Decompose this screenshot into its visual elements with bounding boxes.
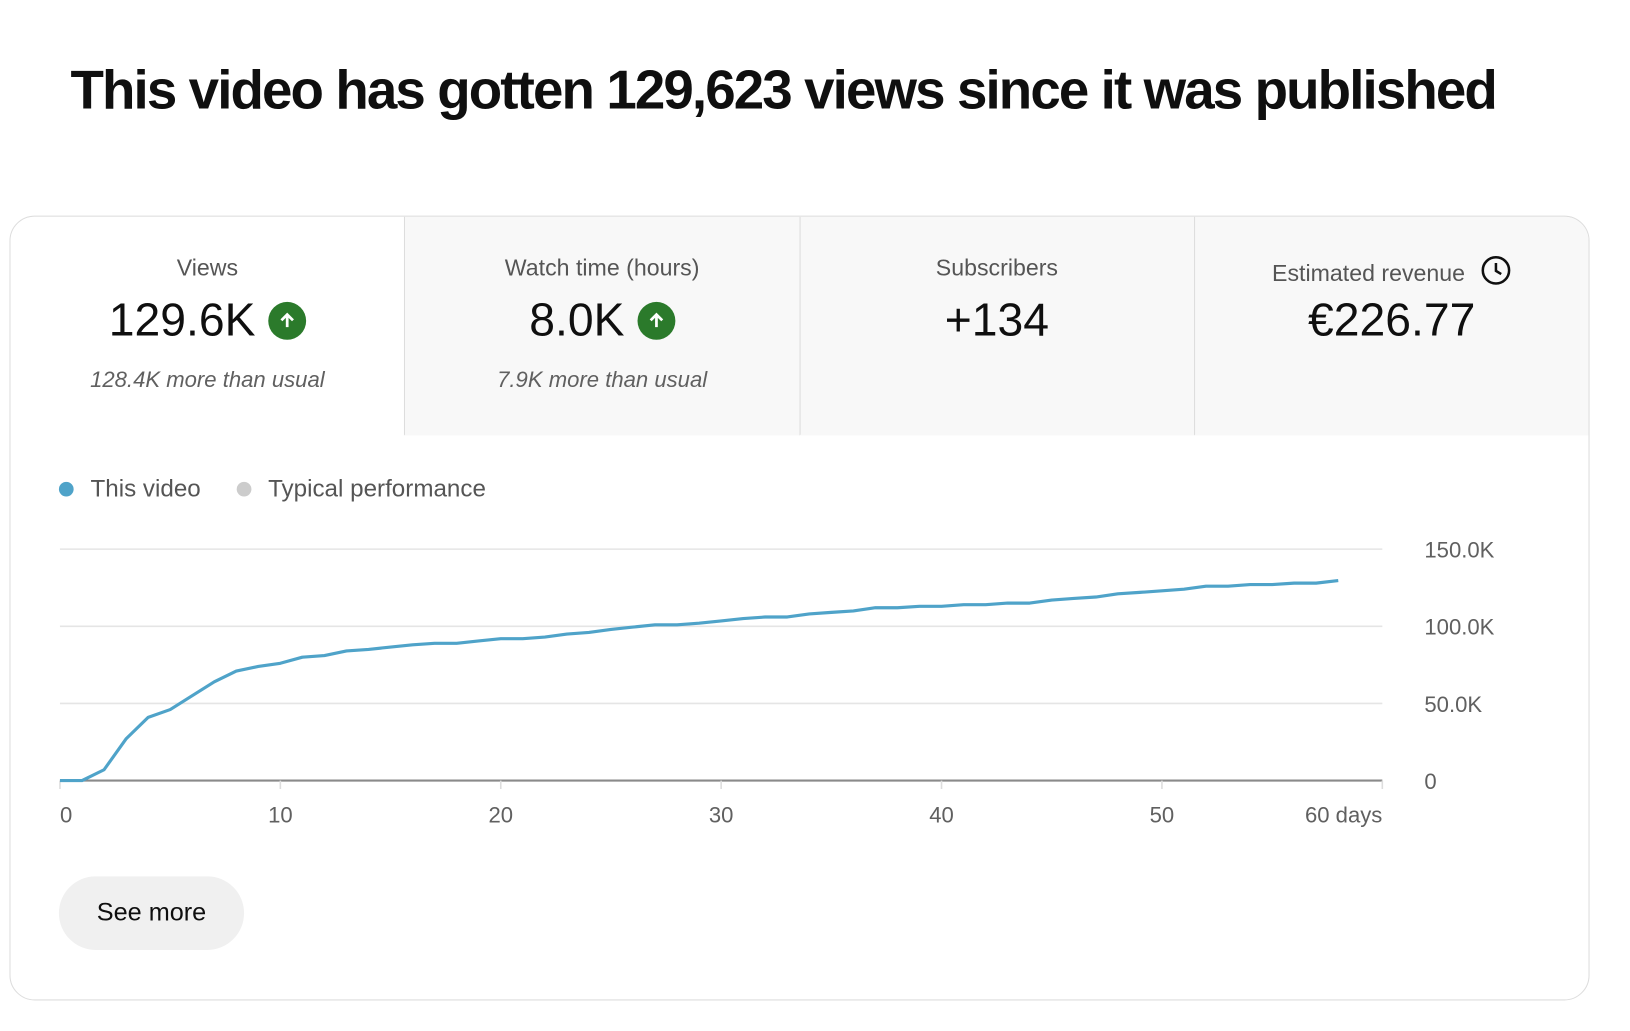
see-more-button[interactable]: See more	[58, 876, 245, 950]
x-tick-label: 0	[60, 803, 72, 828]
metric-tile-revenue[interactable]: Estimated revenue €226.77	[1193, 216, 1589, 436]
metric-value-row: 8.0K	[405, 295, 799, 348]
metric-value-row: +134	[800, 295, 1194, 348]
legend-this-video[interactable]: This video	[58, 474, 201, 502]
metric-value-row: 129.6K	[11, 295, 405, 348]
y-tick-label: 100.0K	[1424, 615, 1494, 640]
metric-label-row: Estimated revenue	[1195, 255, 1589, 293]
page-title: This video has gotten 129,623 views sinc…	[70, 59, 1497, 121]
legend-dot-icon	[236, 481, 252, 497]
arrow-up-icon	[268, 301, 306, 340]
series-line-this-video	[59, 579, 1339, 783]
y-tick-label: 50.0K	[1424, 692, 1482, 717]
metric-label: Views	[176, 254, 239, 281]
x-tick-label: 40	[929, 803, 954, 828]
metric-value-row: €226.77	[1195, 295, 1589, 348]
metric-value: 8.0K	[529, 294, 625, 347]
metric-tile-subscribers[interactable]: Subscribers +134	[798, 216, 1194, 436]
analytics-card: Views 129.6K 128.4K more than usual Watc…	[9, 215, 1590, 1001]
x-tick-label: 30	[709, 803, 734, 828]
y-tick-label: 150.0K	[1424, 538, 1494, 563]
views-chart: 0 50.0K 100.0K 150.0K 0 10 20 30 40 50 60 days	[59, 538, 1495, 828]
y-tick-label: 0	[1424, 769, 1436, 794]
metric-label: Watch time (hours)	[504, 254, 700, 281]
clock-icon	[1480, 255, 1512, 293]
arrow-up-icon	[637, 301, 675, 340]
metric-note: 128.4K more than usual	[90, 368, 325, 393]
metric-value: €226.77	[1307, 294, 1476, 347]
legend-label: This video	[90, 474, 201, 502]
metric-value: +134	[944, 294, 1050, 347]
metric-tile-watch-time[interactable]: Watch time (hours) 8.0K 7.9K more than u…	[404, 216, 799, 436]
x-tick-label: 10	[268, 803, 293, 828]
metric-label: Estimated revenue	[1272, 259, 1466, 287]
x-tick-label: 20	[488, 803, 513, 828]
metric-tile-views[interactable]: Views 129.6K 128.4K more than usual	[10, 216, 405, 436]
legend-dot-icon	[58, 481, 74, 497]
x-tick-label: 60 days	[1305, 803, 1382, 828]
legend-typical[interactable]: Typical performance	[236, 474, 486, 502]
metric-label: Subscribers	[935, 254, 1058, 281]
legend-label: Typical performance	[268, 474, 486, 502]
metric-value: 129.6K	[108, 294, 256, 347]
chart-legend: This video Typical performance	[58, 474, 486, 502]
metric-tiles: Views 129.6K 128.4K more than usual Watc…	[10, 216, 1589, 436]
metric-note: 7.9K more than usual	[497, 368, 708, 393]
x-tick-label: 50	[1150, 803, 1175, 828]
